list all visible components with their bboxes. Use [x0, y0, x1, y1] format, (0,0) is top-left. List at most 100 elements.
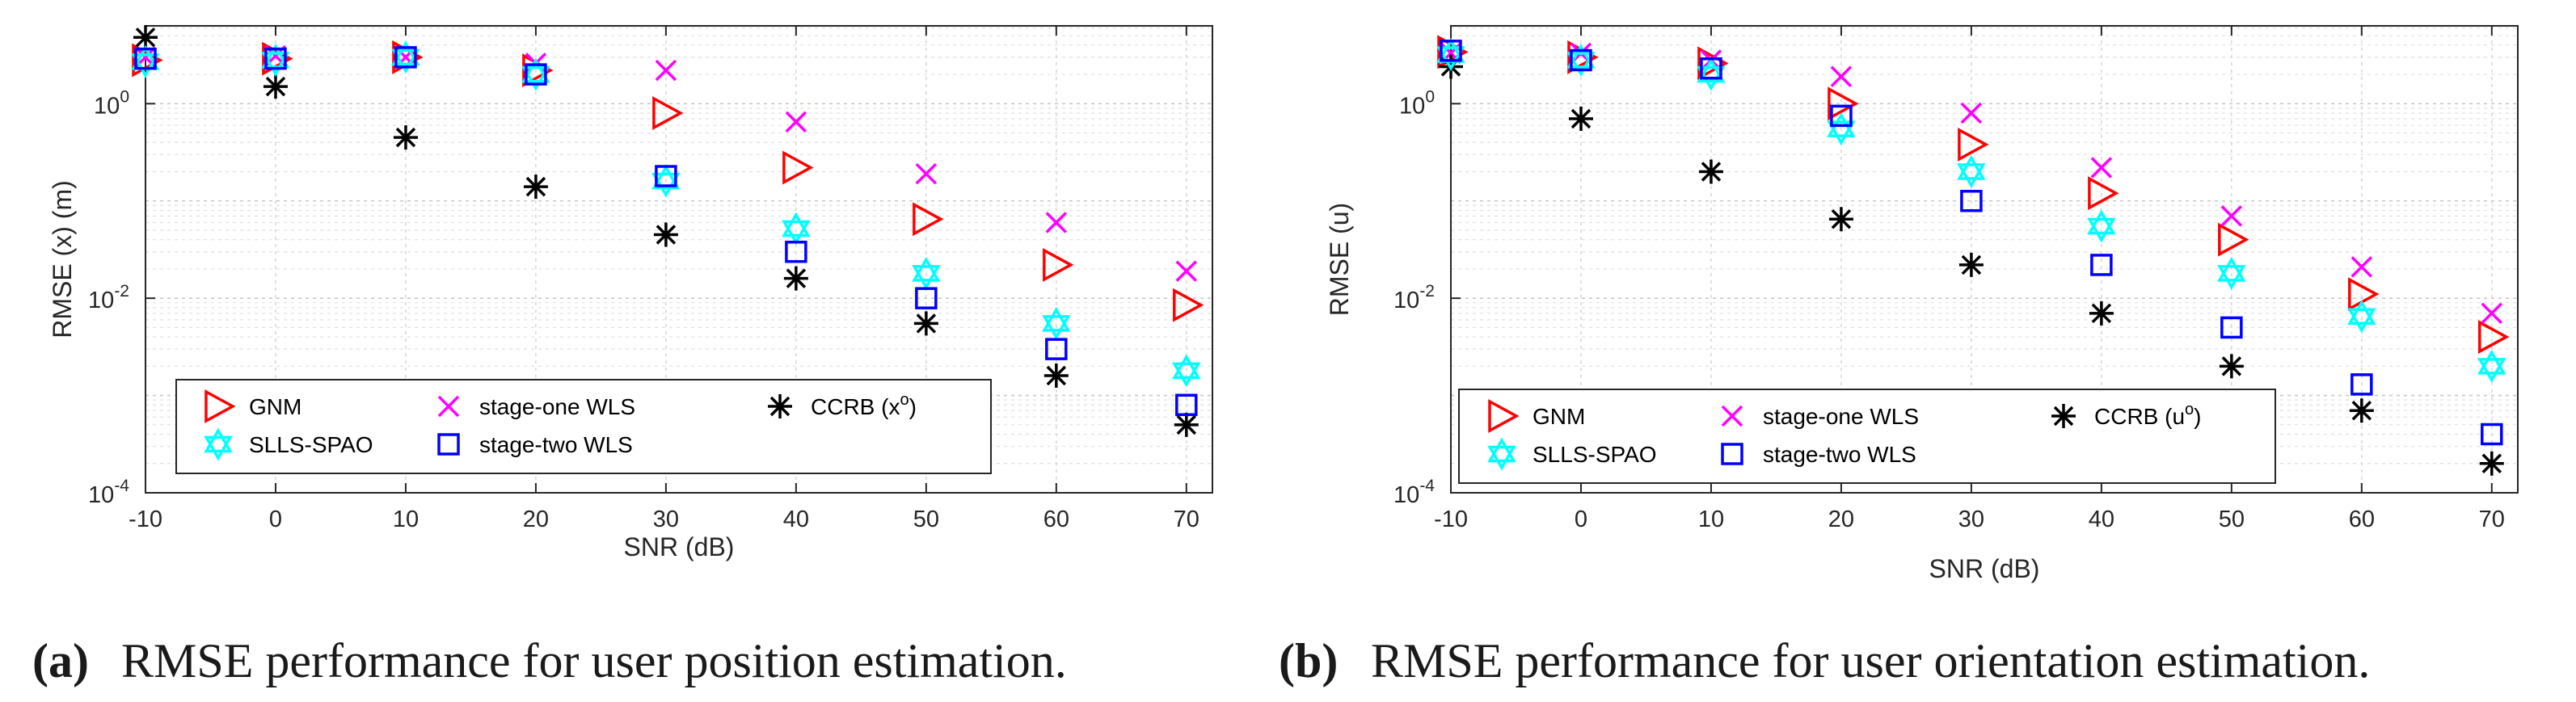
- a-x-tick-label: -10: [129, 507, 162, 532]
- b-legend-marker: [1487, 437, 1516, 471]
- b-x-tick-label: 60: [2349, 507, 2375, 532]
- b-legend-marker: [2051, 404, 2076, 428]
- b-legend: GNM stage-one WLS CCRB (uo) SLLS-SPAO stage-…: [1458, 389, 2276, 484]
- a-legend-label: stage-one WLS: [479, 394, 635, 419]
- b-y-tick-label: 100: [1399, 87, 1435, 119]
- a-legend-box: [175, 379, 992, 474]
- b-legend-marker: [1721, 405, 1743, 427]
- b-point-hexagram: [2217, 256, 2246, 290]
- a-point-triangle-right: [913, 202, 944, 237]
- a-axis-ticks: -10 0 10 20 30 40 50 60 70 10-4 10-2 100: [88, 26, 1199, 532]
- a-legend-label: GNM: [249, 394, 301, 419]
- a-point-hexagram: [912, 256, 941, 290]
- b-legend-label: stage-one WLS: [1763, 404, 1919, 429]
- b-point-x: [2350, 256, 2373, 278]
- a-legend-marker: [437, 433, 460, 456]
- a-data-marks: [131, 25, 1204, 437]
- b-point-square: [1700, 57, 1722, 80]
- b-caption-text: RMSE performance for user orientation es…: [1371, 634, 2370, 687]
- b-legend-label: stage-two WLS: [1763, 442, 1916, 467]
- a-y-tick-label: 10-4: [88, 477, 129, 508]
- a-point-asterisk: [393, 125, 418, 150]
- b-legend-marker: [1488, 399, 1520, 433]
- a-point-x: [785, 111, 807, 133]
- a-point-square: [264, 47, 287, 70]
- a-y-axis-label: RMSE (x) (m): [48, 180, 77, 338]
- a-point-square: [655, 165, 677, 187]
- b-legend-label: CCRB (uo): [2094, 401, 2201, 429]
- b-y-tick-label: 10-4: [1393, 477, 1435, 508]
- a-point-asterisk: [1043, 364, 1069, 389]
- b-point-hexagram: [1566, 43, 1596, 77]
- b-point-x: [2090, 157, 2113, 179]
- a-point-x: [915, 162, 938, 185]
- a-x-tick-label: 30: [653, 507, 679, 532]
- a-legend-marker: [437, 395, 460, 418]
- b-caption: (b) RMSE performance for user orientatio…: [1279, 634, 2370, 687]
- a-point-triangle-right: [782, 150, 814, 185]
- a-point-asterisk: [653, 222, 678, 247]
- a-point-hexagram: [782, 212, 811, 246]
- b-x-tick-label: 40: [2089, 507, 2114, 532]
- a-x-tick-label: 20: [523, 507, 549, 532]
- a-point-square: [785, 240, 807, 263]
- b-x-tick-label: -10: [1434, 507, 1468, 532]
- b-point-asterisk: [1828, 207, 1853, 232]
- b-x-tick-label: 30: [1958, 507, 1984, 532]
- a-point-hexagram: [1172, 354, 1201, 388]
- a-caption: (a) RMSE performance for user position e…: [32, 634, 1067, 687]
- a-point-square: [394, 46, 417, 69]
- a-legend-marker: [768, 394, 792, 418]
- a-point-x: [655, 59, 677, 82]
- b-point-triangle-right: [2088, 176, 2119, 211]
- a-point-asterisk: [263, 74, 288, 99]
- b-point-asterisk: [1568, 106, 1593, 131]
- a-x-tick-label: 40: [783, 507, 809, 532]
- a-x-tick-label: 60: [1043, 507, 1069, 532]
- a-point-asterisk: [523, 174, 548, 200]
- b-x-tick-label: 0: [1575, 507, 1587, 532]
- b-point-hexagram: [2087, 209, 2116, 243]
- a-plot-frame: [145, 25, 1213, 494]
- a-y-tick-label: 100: [94, 87, 129, 119]
- b-point-triangle-right: [2218, 222, 2249, 257]
- panel-a: -10 0 10 20 30 40 50 60 70 10-4 10-2 100 SNR (dB) R…: [32, 25, 1213, 687]
- a-caption-tag: (a): [32, 634, 89, 687]
- b-legend-label: GNM: [1533, 404, 1585, 429]
- b-point-triangle-right: [1828, 86, 1859, 121]
- b-point-triangle-right: [1697, 46, 1729, 81]
- b-point-square: [2090, 254, 2113, 276]
- b-point-asterisk: [2349, 398, 2374, 423]
- b-legend-marker: [1721, 443, 1743, 465]
- b-point-asterisk: [2479, 451, 2504, 476]
- a-point-square: [134, 47, 157, 70]
- b-point-asterisk: [1698, 159, 1723, 184]
- b-point-hexagram: [2477, 349, 2506, 383]
- a-y-tick-label: 10-2: [88, 282, 129, 313]
- a-x-tick-label: 50: [913, 507, 939, 532]
- a-point-square: [525, 63, 547, 86]
- b-caption-tag: (b): [1279, 634, 1338, 687]
- b-x-tick-label: 70: [2479, 507, 2505, 532]
- a-x-tick-label: 10: [393, 507, 419, 532]
- b-point-square: [2220, 316, 2243, 339]
- a-legend: GNM stage-one WLS CCRB (xo) SLLS-SPAO stage-…: [175, 379, 992, 474]
- b-x-tick-label: 20: [1828, 507, 1854, 532]
- a-legend-label: SLLS-SPAO: [249, 432, 373, 457]
- b-point-asterisk: [2089, 301, 2114, 326]
- a-point-asterisk: [913, 311, 938, 336]
- a-x-tick-label: 70: [1174, 507, 1199, 532]
- b-x-tick-label: 10: [1698, 507, 1724, 532]
- b-point-x: [1830, 65, 1853, 88]
- a-point-asterisk: [783, 266, 808, 291]
- a-legend-label: stage-two WLS: [479, 432, 633, 457]
- b-point-square: [1440, 40, 1462, 62]
- b-point-triangle-right: [2478, 320, 2510, 355]
- b-x-tick-label: 50: [2219, 507, 2245, 532]
- b-legend-box: [1458, 389, 2276, 484]
- a-x-tick-label: 0: [269, 507, 282, 532]
- a-point-hexagram: [1042, 306, 1071, 340]
- b-point-x: [1960, 102, 1983, 124]
- b-x-axis-label: SNR (dB): [1929, 554, 2040, 583]
